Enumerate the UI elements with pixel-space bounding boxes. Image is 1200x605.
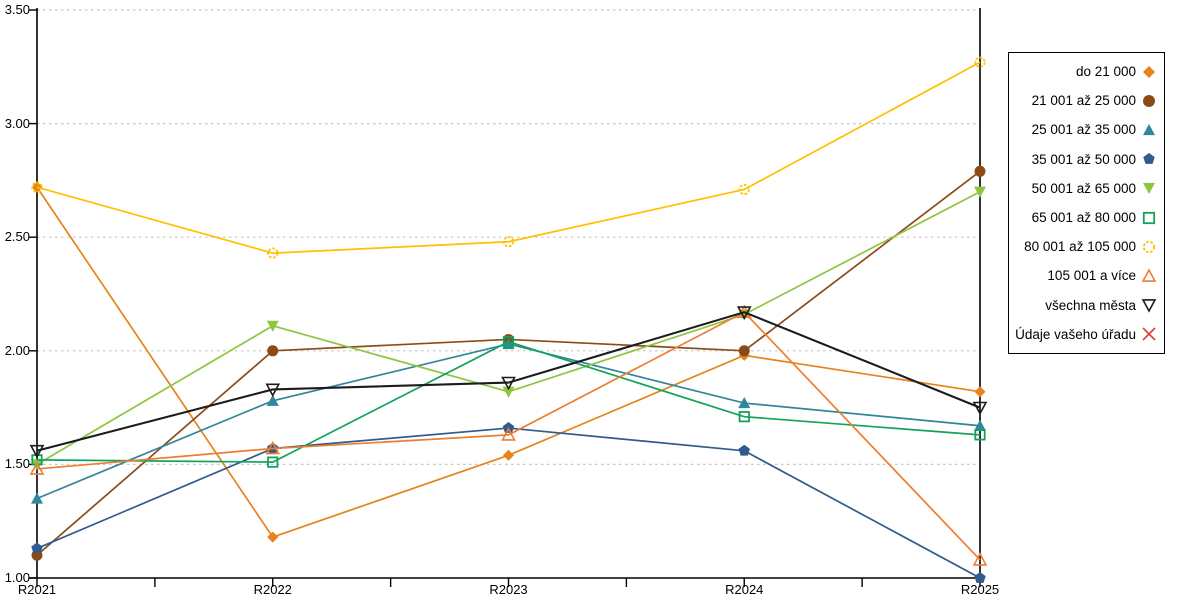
data-point	[265, 383, 281, 398]
y-tick-label: 1.50	[4, 456, 30, 472]
x-tick-label: R2022	[253, 582, 292, 597]
triangle-down-open-legend-icon	[1141, 297, 1157, 313]
x-legend-icon	[1141, 326, 1157, 342]
triangle-up-open-legend-icon	[1141, 268, 1157, 284]
y-tick-label: 3.00	[4, 115, 30, 131]
legend-item: všechna města	[1009, 292, 1164, 318]
x-tick-label: R2025	[960, 582, 1000, 597]
circle-filled-legend-icon	[1141, 93, 1157, 109]
legend-item: 35 001 až 50 000	[1009, 146, 1164, 172]
legend-label: 35 001 až 50 000	[1031, 151, 1136, 167]
data-point	[502, 386, 515, 398]
x-tick-label: R2024	[725, 582, 764, 597]
x-tick-label: R2023	[489, 582, 528, 597]
data-point	[738, 183, 750, 196]
legend-label: 65 001 až 80 000	[1031, 210, 1136, 226]
data-point	[501, 376, 516, 391]
legend-item: 105 001 a více	[1009, 263, 1164, 289]
data-point	[738, 444, 750, 456]
y-tick-label: 2.00	[4, 342, 30, 358]
triangle-down-filled-legend-icon	[1141, 180, 1157, 196]
legend-label: 80 001 až 105 000	[1024, 239, 1136, 255]
data-point	[31, 492, 43, 504]
legend-label: Údaje vašeho úřadu	[1015, 326, 1136, 342]
legend-label: 25 001 až 35 000	[1031, 122, 1136, 138]
data-point	[974, 419, 986, 431]
data-point	[738, 345, 750, 357]
data-point	[267, 456, 279, 468]
data-point	[31, 542, 43, 554]
x-tick-label: R2021	[17, 582, 57, 597]
legend-item: 21 001 až 25 000	[1009, 88, 1164, 114]
legend-item: 25 001 až 35 000	[1009, 117, 1164, 143]
data-point	[29, 444, 45, 459]
data-point	[29, 461, 45, 475]
legend-item: do 21 000	[1009, 59, 1164, 85]
series-line-5	[36, 340, 981, 463]
data-point	[736, 306, 752, 320]
y-tick-label: 2.50	[4, 229, 30, 245]
series-line-1	[36, 170, 981, 556]
data-point	[974, 186, 986, 198]
legend-label: 50 001 až 65 000	[1031, 180, 1136, 196]
series-line-6	[36, 61, 981, 254]
data-point	[974, 572, 986, 583]
data-point	[974, 56, 986, 68]
legend: do 21 000 21 001 až 25 000 25 001 až 35 00…	[1008, 52, 1165, 354]
series-line-2	[36, 343, 981, 500]
series-line-0	[36, 186, 981, 539]
pentagon-filled-legend-icon	[1141, 151, 1157, 167]
series-line-7	[36, 311, 981, 561]
data-point	[267, 247, 279, 259]
data-point	[503, 449, 514, 461]
legend-label: všechna města	[1045, 297, 1136, 313]
data-point	[974, 165, 986, 177]
circle-open-legend-icon	[1141, 239, 1157, 255]
data-point	[266, 394, 279, 406]
data-point	[974, 429, 986, 441]
data-point	[267, 345, 279, 357]
data-point	[972, 552, 988, 566]
data-point	[267, 531, 279, 543]
y-tick-label: 3.50	[4, 2, 30, 17]
series-line-8	[36, 311, 981, 452]
data-point	[738, 397, 751, 409]
legend-label: do 21 000	[1075, 64, 1136, 80]
data-point	[265, 440, 281, 455]
data-point	[974, 386, 986, 398]
legend-label: 21 001 až 25 000	[1031, 93, 1136, 109]
legend-label: 105 001 a více	[1047, 268, 1136, 284]
data-point	[972, 401, 988, 416]
legend-item: 80 001 až 105 000	[1009, 234, 1164, 260]
triangle-up-filled-legend-icon	[1141, 122, 1157, 138]
legend-item: Údaje vašeho úřadu	[1009, 321, 1164, 347]
data-point	[502, 236, 515, 248]
data-point	[738, 411, 750, 423]
data-point	[502, 336, 515, 348]
data-point	[501, 427, 516, 441]
legend-item: 50 001 až 65 000	[1009, 175, 1164, 201]
legend-item: 65 001 až 80 000	[1009, 205, 1164, 231]
data-point	[31, 181, 43, 193]
data-point	[266, 320, 279, 332]
y-tick-label: 1.00	[4, 570, 30, 585]
diamond-filled-legend-icon	[1141, 64, 1157, 80]
square-open-legend-icon	[1141, 210, 1157, 226]
